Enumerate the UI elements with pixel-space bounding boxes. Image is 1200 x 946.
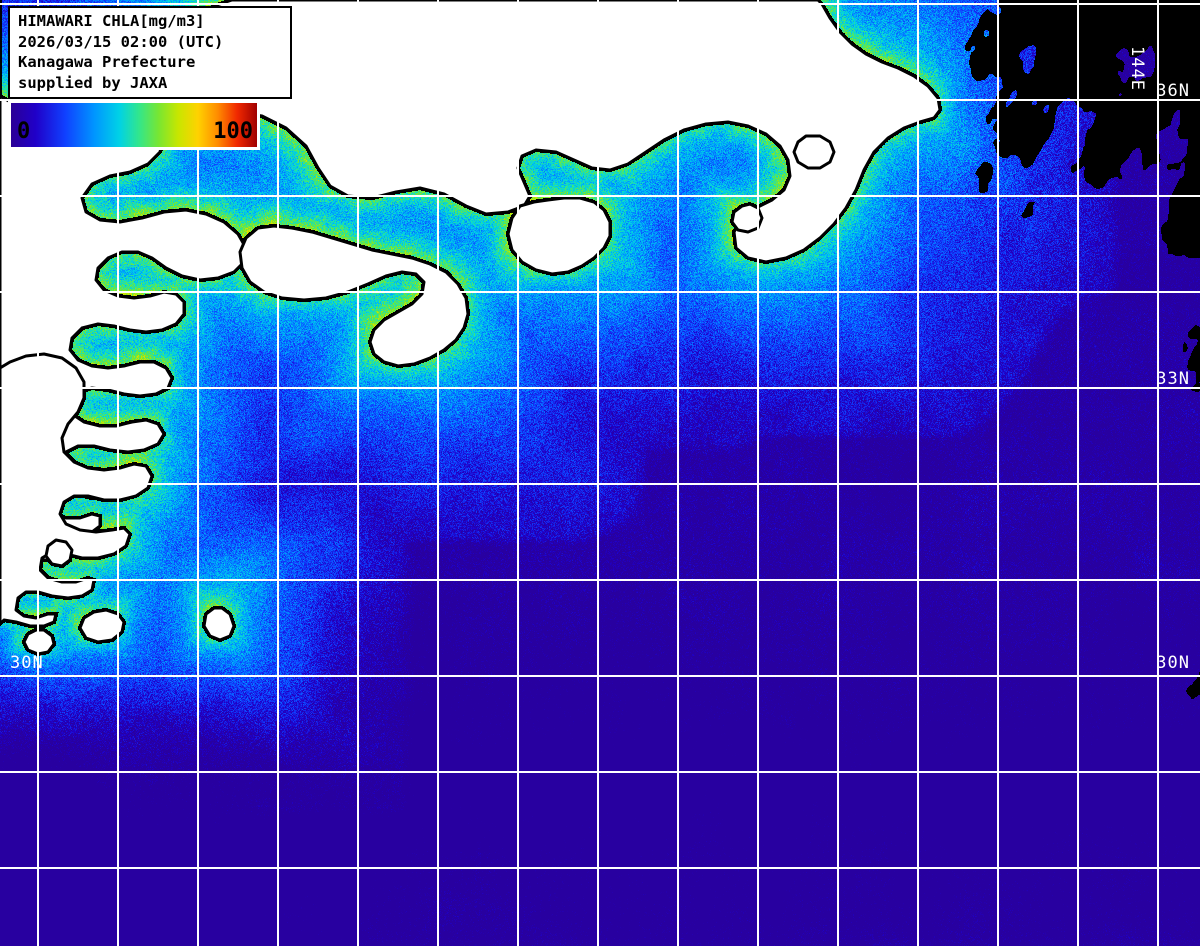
colorbar-max-label: 100 bbox=[213, 119, 253, 144]
longitude-label: 144E bbox=[1127, 46, 1147, 91]
title-line-provider: Kanagawa Prefecture bbox=[18, 53, 196, 71]
title-line-datetime: 2026/03/15 02:00 (UTC) bbox=[18, 32, 224, 51]
land-polygon bbox=[202, 606, 236, 642]
land-polygon bbox=[22, 628, 56, 656]
colorbar-min-label: 0 bbox=[17, 119, 31, 144]
land-polygon bbox=[44, 538, 74, 568]
land-polygon bbox=[238, 224, 470, 368]
latitude-label: 36N bbox=[1156, 81, 1190, 101]
latitude-label: 30N bbox=[1156, 653, 1190, 673]
land-polygon bbox=[792, 134, 836, 170]
colorbar-gradient bbox=[11, 103, 257, 147]
longitude-label: 136E bbox=[487, 46, 507, 91]
latitude-label: 30N bbox=[10, 653, 44, 673]
map-title-box: HIMAWARI CHLA[mg/m3] 2026/03/15 02:00 (U… bbox=[8, 6, 292, 99]
land-polygon bbox=[148, 0, 942, 264]
title-line-product: HIMAWARI CHLA[mg/m3] bbox=[18, 12, 205, 30]
colorbar: 0 100 bbox=[8, 100, 260, 150]
title-line-source: supplied by JAXA bbox=[18, 73, 168, 92]
land-polygon bbox=[730, 202, 764, 234]
land-polygon bbox=[78, 608, 126, 644]
latitude-label: 33N bbox=[1156, 369, 1190, 389]
land-polygon bbox=[506, 196, 612, 276]
grid-labels: 136E 144E 36N 33N 30N 30N bbox=[10, 46, 1190, 673]
